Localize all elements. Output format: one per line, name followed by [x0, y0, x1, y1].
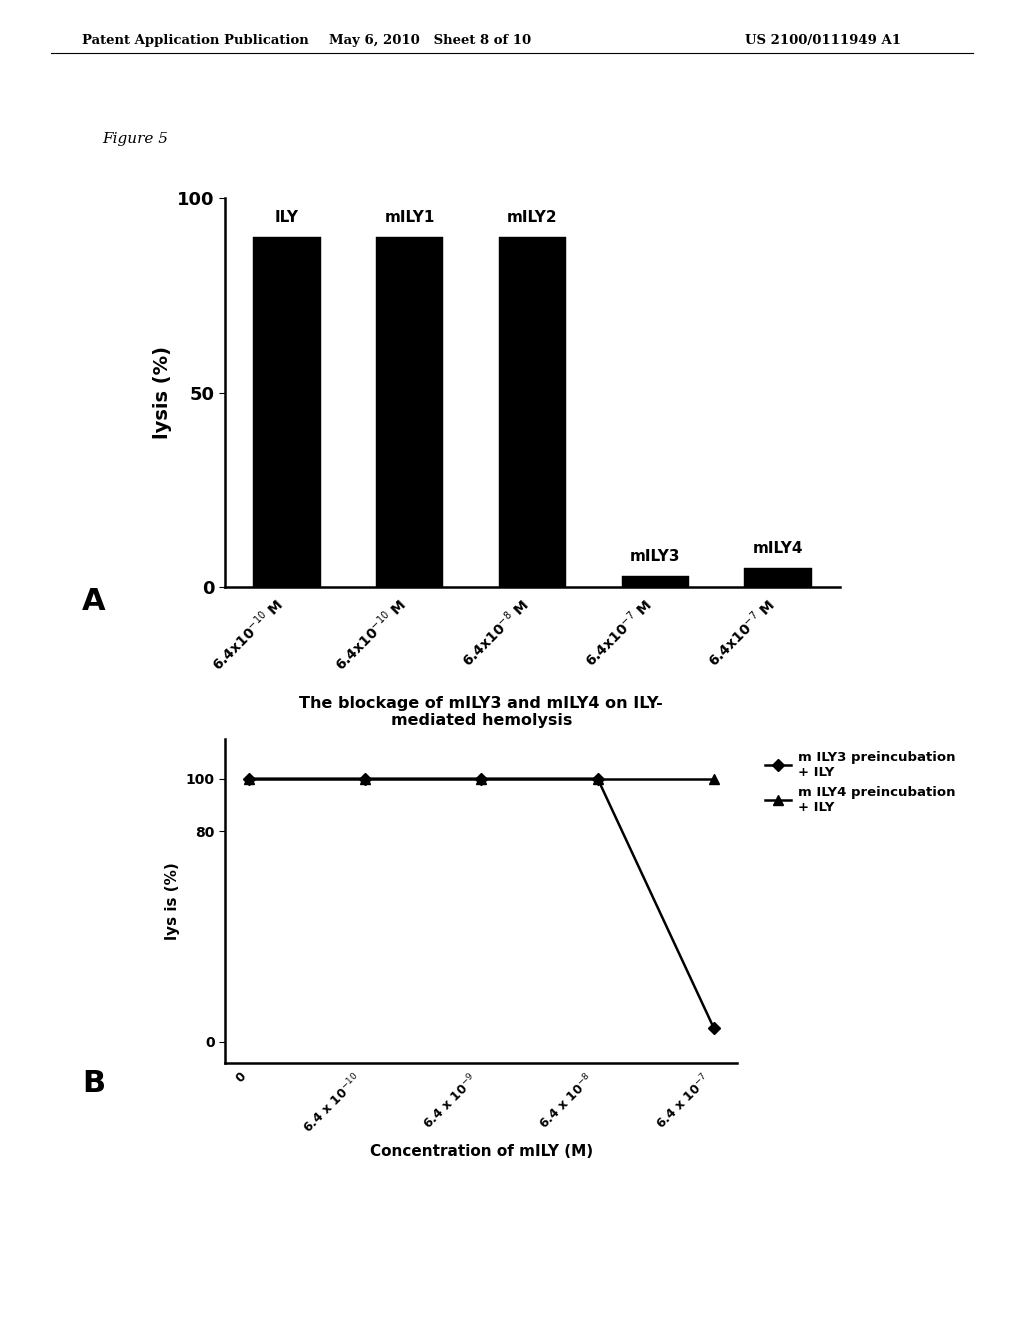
m ILY4 preincubation
+ ILY: [592, 771, 604, 787]
Text: mILY2: mILY2: [507, 210, 558, 226]
m ILY3 preincubation
+ ILY: [358, 771, 371, 787]
Title: The blockage of mILY3 and mILY4 on ILY-
mediated hemolysis: The blockage of mILY3 and mILY4 on ILY- …: [299, 696, 664, 729]
Bar: [253, 236, 321, 587]
X-axis label: Concentration of mILY (M): Concentration of mILY (M): [370, 1144, 593, 1159]
m ILY3 preincubation
+ ILY: [592, 771, 604, 787]
Text: US 2100/0111949 A1: US 2100/0111949 A1: [745, 34, 901, 48]
m ILY4 preincubation
+ ILY: [475, 771, 487, 787]
m ILY4 preincubation
+ ILY: [708, 771, 720, 787]
Text: mILY3: mILY3: [630, 549, 681, 564]
m ILY4 preincubation
+ ILY: [358, 771, 371, 787]
m ILY3 preincubation
+ ILY: [243, 771, 255, 787]
Bar: [376, 236, 443, 587]
Y-axis label: lysis (%): lysis (%): [153, 346, 172, 440]
Text: Figure 5: Figure 5: [102, 132, 168, 147]
Bar: [744, 568, 812, 587]
Y-axis label: lys is (%): lys is (%): [165, 862, 180, 940]
Line: m ILY4 preincubation
+ ILY: m ILY4 preincubation + ILY: [244, 774, 719, 784]
m ILY3 preincubation
+ ILY: [475, 771, 487, 787]
m ILY4 preincubation
+ ILY: [243, 771, 255, 787]
Legend: m ILY3 preincubation
+ ILY, m ILY4 preincubation
+ ILY: m ILY3 preincubation + ILY, m ILY4 prein…: [759, 746, 961, 818]
Text: A: A: [82, 587, 105, 616]
Text: May 6, 2010   Sheet 8 of 10: May 6, 2010 Sheet 8 of 10: [329, 34, 531, 48]
m ILY3 preincubation
+ ILY: [708, 1020, 720, 1036]
Text: mILY1: mILY1: [384, 210, 435, 226]
Text: B: B: [82, 1069, 105, 1098]
Text: mILY4: mILY4: [753, 541, 804, 556]
Text: Patent Application Publication: Patent Application Publication: [82, 34, 308, 48]
Text: ILY: ILY: [274, 210, 299, 226]
Line: m ILY3 preincubation
+ ILY: m ILY3 preincubation + ILY: [245, 775, 718, 1032]
Bar: [622, 576, 689, 587]
Bar: [499, 236, 566, 587]
